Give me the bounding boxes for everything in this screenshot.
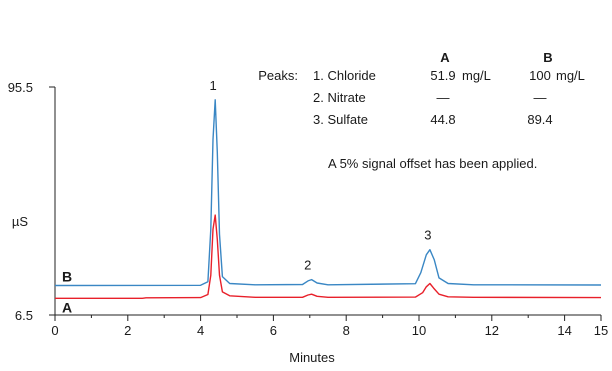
x-tick-label: 12 xyxy=(485,323,499,338)
value-a: — xyxy=(437,90,450,105)
labels-layer: BA 1 2 3 xyxy=(62,78,432,316)
peak-label: 2 xyxy=(304,258,311,273)
value-a: 51.9 xyxy=(430,68,455,83)
value-b: 89.4 xyxy=(527,112,552,127)
y-tick-label: 95.5 xyxy=(8,80,33,95)
peaks-table: Peaks: A B 1. Chloride 51.9 mg/L 100 mg/L 2. Nit… xyxy=(258,50,585,171)
x-tick-label: 2 xyxy=(124,323,131,338)
peak-name: 1. Chloride xyxy=(313,68,376,83)
peak-name: 2. Nitrate xyxy=(313,90,366,105)
value-b: — xyxy=(534,90,547,105)
col-header-b: B xyxy=(543,50,552,65)
col-header-a: A xyxy=(440,50,450,65)
peak-label: 1 xyxy=(210,78,217,93)
value-b: 100 xyxy=(529,68,551,83)
x-tick-label: 6 xyxy=(270,323,277,338)
trace-label-a: A xyxy=(62,299,72,315)
series-layer xyxy=(54,99,602,299)
y-tick-label: 6.5 xyxy=(15,308,33,323)
x-tick-label: 0 xyxy=(51,323,58,338)
series-line-a xyxy=(55,214,602,299)
x-axis-label: Minutes xyxy=(289,350,335,365)
value-a: 44.8 xyxy=(430,112,455,127)
y-axis-label: µS xyxy=(12,214,28,229)
x-tick-label: 15 xyxy=(594,323,608,338)
x-tick-label: 14 xyxy=(557,323,571,338)
peak-name: 3. Sulfate xyxy=(313,112,368,127)
x-tick-label: 8 xyxy=(343,323,350,338)
x-tick-label: 10 xyxy=(412,323,426,338)
series-line-b xyxy=(54,99,602,287)
unit-b: mg/L xyxy=(556,68,585,83)
x-tick-label: 4 xyxy=(197,323,204,338)
peaks-title: Peaks: xyxy=(258,68,298,83)
trace-label-b: B xyxy=(62,269,72,285)
peak-label: 3 xyxy=(424,228,431,243)
offset-note: A 5% signal offset has been applied. xyxy=(328,156,537,171)
unit-a: mg/L xyxy=(462,68,491,83)
